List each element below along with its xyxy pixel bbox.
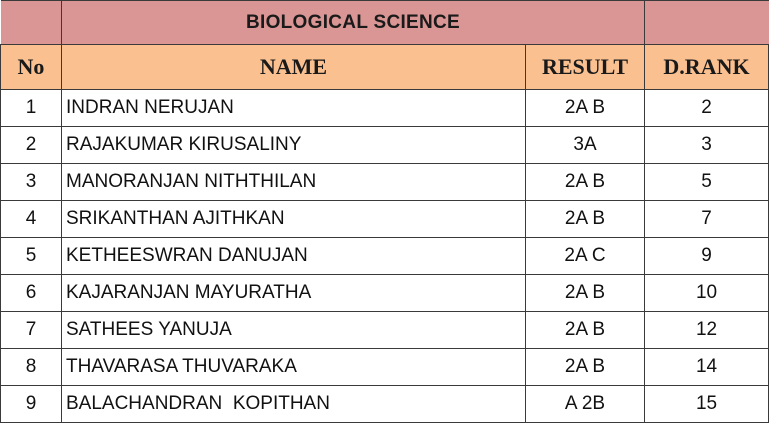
cell-rank: 10 bbox=[644, 274, 769, 312]
table-row: 7 SATHEES YANUJA 2A B 12 bbox=[0, 311, 769, 349]
cell-no: 4 bbox=[0, 200, 62, 238]
column-header-name: NAME bbox=[61, 44, 526, 90]
cell-rank: 7 bbox=[644, 200, 769, 238]
cell-name: KAJARANJAN MAYURATHA bbox=[61, 274, 526, 312]
cell-result: A 2B bbox=[524, 385, 646, 423]
cell-rank: 12 bbox=[644, 311, 769, 349]
cell-result: 2A C bbox=[524, 237, 646, 275]
table-row: 9 BALACHANDRAN KOPITHAN A 2B 15 bbox=[0, 385, 769, 423]
column-header-result: RESULT bbox=[524, 44, 646, 90]
cell-name: RAJAKUMAR KIRUSALINY bbox=[61, 126, 526, 164]
cell-no: 6 bbox=[0, 274, 62, 312]
cell-no: 5 bbox=[0, 237, 62, 275]
cell-result: 2A B bbox=[524, 311, 646, 349]
cell-no: 8 bbox=[0, 348, 62, 386]
cell-name: MANORANJAN NITHTHILAN bbox=[61, 163, 526, 201]
title-left-cell bbox=[0, 0, 62, 45]
table-row: 4 SRIKANTHAN AJITHKAN 2A B 7 bbox=[0, 200, 769, 238]
table-title: BIOLOGICAL SCIENCE bbox=[60, 0, 646, 45]
title-row: BIOLOGICAL SCIENCE bbox=[0, 0, 769, 45]
cell-result: 2A B bbox=[524, 200, 646, 238]
cell-rank: 5 bbox=[644, 163, 769, 201]
cell-name: THAVARASA THUVARAKA bbox=[61, 348, 526, 386]
column-header-no: No bbox=[0, 44, 62, 90]
cell-no: 2 bbox=[0, 126, 62, 164]
table-row: 6 KAJARANJAN MAYURATHA 2A B 10 bbox=[0, 274, 769, 312]
table-row: 3 MANORANJAN NITHTHILAN 2A B 5 bbox=[0, 163, 769, 201]
title-right-cell bbox=[644, 0, 769, 45]
column-header-rank: D.RANK bbox=[644, 44, 769, 90]
cell-rank: 14 bbox=[644, 348, 769, 386]
table-row: 5 KETHEESWRAN DANUJAN 2A C 9 bbox=[0, 237, 769, 275]
cell-result: 2A B bbox=[524, 274, 646, 312]
cell-rank: 3 bbox=[644, 126, 769, 164]
cell-result: 2A B bbox=[524, 89, 646, 127]
table-row: 8 THAVARASA THUVARAKA 2A B 14 bbox=[0, 348, 769, 386]
cell-rank: 9 bbox=[644, 237, 769, 275]
header-row: No NAME RESULT D.RANK bbox=[0, 44, 769, 90]
cell-name: SATHEES YANUJA bbox=[61, 311, 526, 349]
cell-name: SRIKANTHAN AJITHKAN bbox=[61, 200, 526, 238]
cell-no: 9 bbox=[0, 385, 62, 423]
cell-rank: 2 bbox=[644, 89, 769, 127]
cell-result: 2A B bbox=[524, 163, 646, 201]
cell-name: KETHEESWRAN DANUJAN bbox=[61, 237, 526, 275]
cell-name: INDRAN NERUJAN bbox=[61, 89, 526, 127]
cell-result: 3A bbox=[524, 126, 646, 164]
table-row: 2 RAJAKUMAR KIRUSALINY 3A 3 bbox=[0, 126, 769, 164]
cell-rank: 15 bbox=[644, 385, 769, 423]
cell-no: 7 bbox=[0, 311, 62, 349]
cell-no: 1 bbox=[0, 89, 62, 127]
cell-no: 3 bbox=[0, 163, 62, 201]
table-row: 1 INDRAN NERUJAN 2A B 2 bbox=[0, 89, 769, 127]
cell-result: 2A B bbox=[524, 348, 646, 386]
table-body: 1 INDRAN NERUJAN 2A B 2 2 RAJAKUMAR KIRU… bbox=[0, 89, 769, 423]
cell-name: BALACHANDRAN KOPITHAN bbox=[61, 385, 526, 423]
